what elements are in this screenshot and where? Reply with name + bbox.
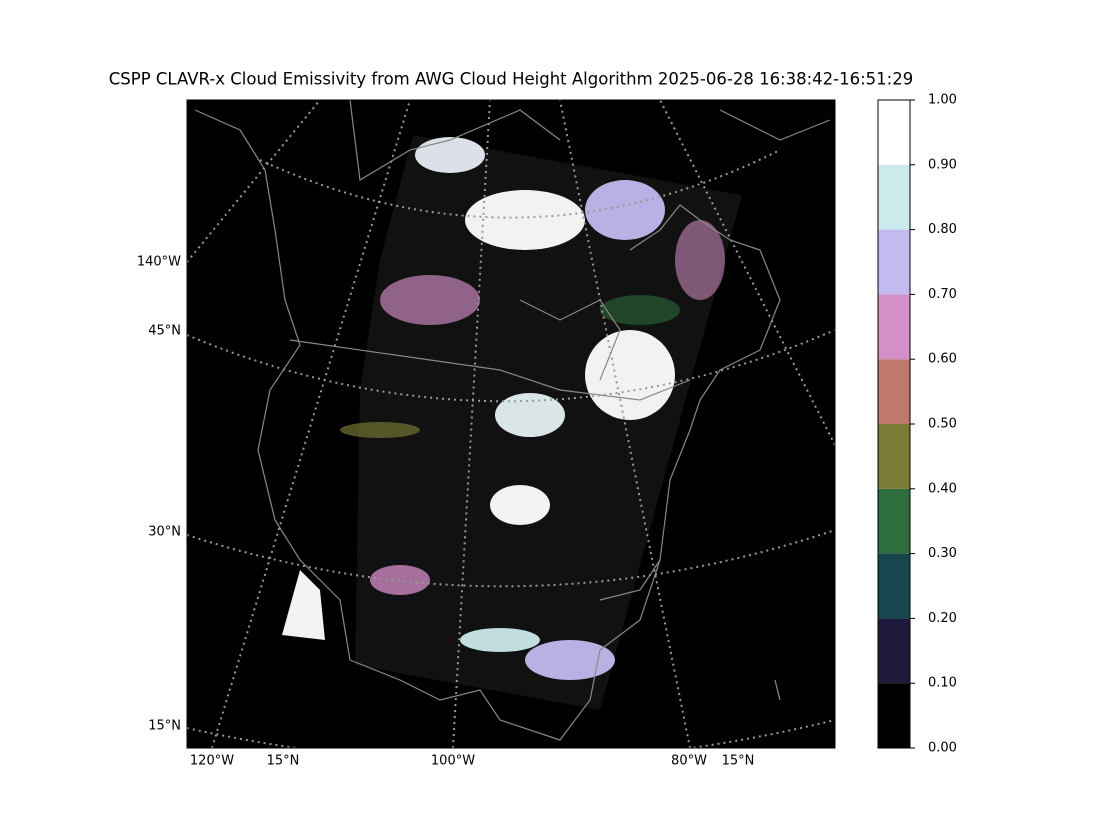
colorbar-segment xyxy=(878,294,910,360)
colorbar-tick-label: 0.50 xyxy=(928,417,957,432)
colorbar-segment xyxy=(878,164,910,230)
lat-lon-label: 30°N xyxy=(148,525,181,540)
clouds xyxy=(282,137,725,680)
map-frame xyxy=(186,99,836,749)
colorbar: 0.00 0.10 0.20 0.30 0.40 0.50 0.60 0.70 0.80 0.90… xyxy=(877,93,957,756)
colorbar-tick-label: 0.20 xyxy=(928,611,957,626)
lat-lon-label: 120°W xyxy=(190,754,234,769)
colorbar-tick-label: 0.80 xyxy=(928,222,957,237)
lat-lon-label: 140°W xyxy=(137,255,181,270)
coastlines xyxy=(194,100,831,741)
map-title: CSPP CLAVR-x Cloud Emissivity from AWG C… xyxy=(109,70,913,89)
colorbar-segment xyxy=(878,100,910,165)
colorbar-segment xyxy=(878,229,910,295)
colorbar-segment xyxy=(878,424,910,489)
colorbar-tick-label: 0.60 xyxy=(928,352,957,367)
colorbar-tick-label: 0.10 xyxy=(928,676,957,691)
colorbar-segment xyxy=(878,618,910,684)
lat-lon-label: 80°W xyxy=(671,754,707,769)
lat-lon-label: 15°N xyxy=(148,719,181,734)
colorbar-segment xyxy=(878,359,910,424)
map xyxy=(186,99,836,749)
lat-lon-label: 15°N xyxy=(722,754,755,769)
colorbar-tick-label: 0.30 xyxy=(928,546,957,561)
lat-lon-label: 15°N xyxy=(267,754,300,769)
colorbar-tick-label: 0.90 xyxy=(928,157,957,172)
colorbar-segment xyxy=(878,553,910,619)
colorbar-tick-label: 0.70 xyxy=(928,287,957,302)
colorbar-tick-label: 0.40 xyxy=(928,481,957,496)
colorbar-segment xyxy=(878,488,910,554)
colorbar-tick-label: 0.00 xyxy=(928,741,957,756)
colorbar-tick-label: 1.00 xyxy=(928,93,957,108)
graticule xyxy=(187,100,835,748)
lat-lon-label: 100°W xyxy=(431,754,475,769)
lat-lon-label: 45°N xyxy=(148,324,181,339)
colorbar-segment xyxy=(878,683,910,748)
